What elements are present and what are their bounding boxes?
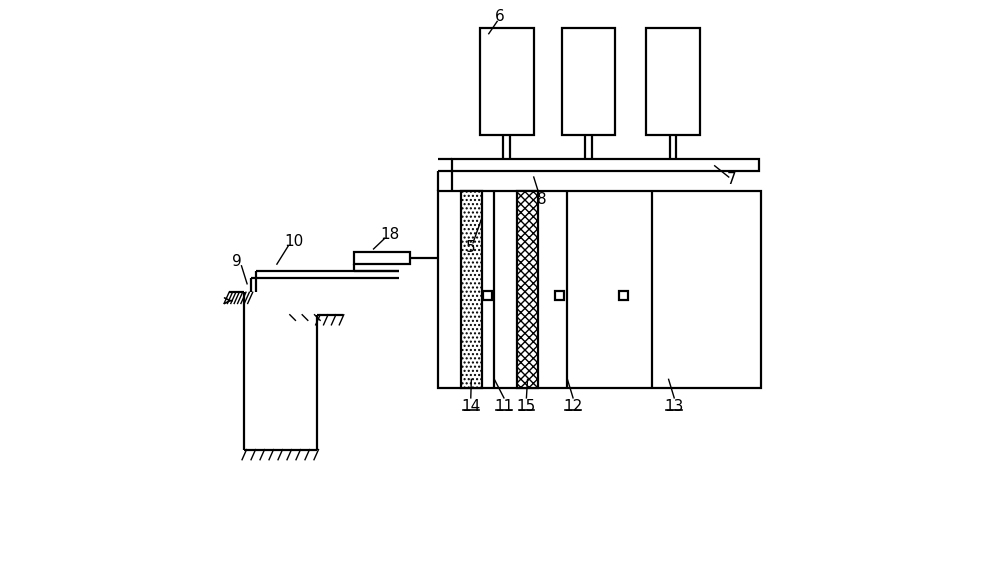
Text: 9: 9: [232, 254, 242, 269]
Text: 18: 18: [381, 228, 400, 242]
Text: 14: 14: [461, 399, 480, 414]
Text: 15: 15: [517, 399, 536, 414]
Text: 6: 6: [495, 10, 505, 24]
Bar: [483, 291, 492, 300]
Bar: [452, 159, 759, 171]
Bar: [562, 28, 615, 135]
Bar: [438, 191, 761, 388]
Bar: [619, 291, 628, 300]
Text: 13: 13: [665, 399, 684, 414]
Bar: [646, 28, 700, 135]
Text: 7: 7: [727, 173, 736, 187]
Text: 10: 10: [284, 234, 303, 249]
Bar: [555, 291, 564, 300]
Text: 8: 8: [537, 192, 547, 207]
Text: 12: 12: [563, 399, 583, 414]
Bar: [480, 28, 534, 135]
Bar: [461, 191, 482, 388]
Bar: [354, 252, 410, 264]
Bar: [517, 191, 538, 388]
Text: 5: 5: [465, 240, 475, 255]
Text: 11: 11: [494, 399, 514, 414]
